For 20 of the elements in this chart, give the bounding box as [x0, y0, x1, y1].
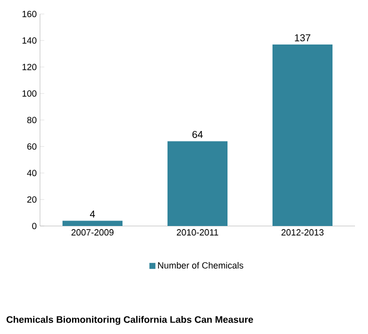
- legend-label: Number of Chemicals: [158, 262, 244, 269]
- y-tick-label: 100: [22, 90, 36, 97]
- y-tick-label: 160: [22, 10, 36, 18]
- bar: [62, 220, 122, 226]
- bar: [272, 44, 332, 226]
- data-label: 64: [192, 130, 203, 138]
- y-tick-label: 40: [27, 170, 36, 176]
- y-tick-label: 80: [27, 116, 36, 124]
- data-label: 137: [294, 34, 310, 42]
- y-tick-label: 60: [27, 143, 36, 150]
- x-tick-label: 2007-2009: [72, 229, 114, 236]
- y-tick-label: 120: [22, 64, 36, 70]
- x-tick-label: 2010-2011: [176, 229, 218, 236]
- y-tick-label: 0: [32, 222, 36, 230]
- bar: [168, 141, 228, 226]
- data-label: 4: [90, 210, 95, 218]
- x-tick-label: 2012-2013: [282, 229, 324, 236]
- text: Chemicals Biomonitoring California Labs Can Measure: [6, 316, 254, 325]
- y-tick-label: 140: [22, 37, 36, 44]
- y-tick-label: 20: [27, 196, 36, 203]
